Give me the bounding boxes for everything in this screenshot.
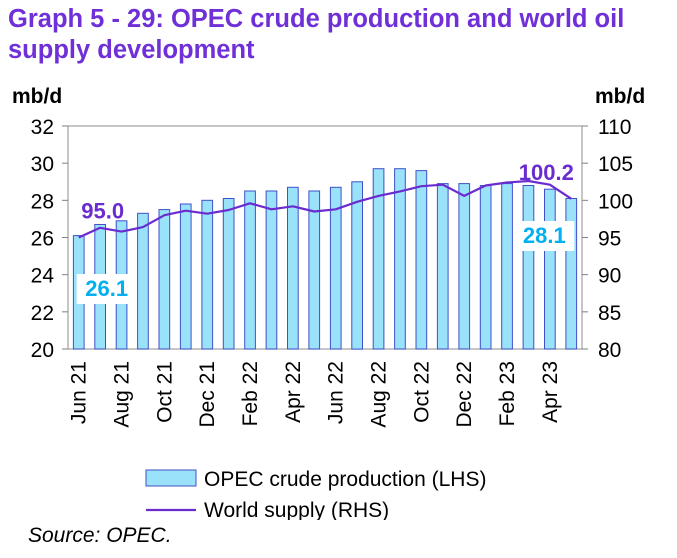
x-axis-tick-label: Jun 22 bbox=[325, 361, 348, 424]
x-axis-tick-label: Feb 22 bbox=[239, 361, 262, 426]
opec-data-label-background bbox=[514, 221, 575, 251]
opec-data-label-background bbox=[76, 274, 137, 304]
opec-production-bar bbox=[179, 203, 192, 350]
x-axis-tick-label: Dec 21 bbox=[196, 361, 219, 428]
chart: mb/d mb/d 20 22 24 26 28 30 32 80 85 90 95 100 105 11… bbox=[12, 85, 645, 520]
opec-production-bar bbox=[265, 190, 278, 350]
left-axis-tick-label: 32 bbox=[31, 116, 54, 139]
left-axis-tick-label: 24 bbox=[31, 265, 55, 288]
opec-production-bar bbox=[244, 190, 256, 350]
opec-production-bar bbox=[479, 185, 492, 350]
opec-production-bar bbox=[308, 190, 321, 350]
x-axis-tick-label: Aug 22 bbox=[368, 361, 391, 428]
opec-production-bar bbox=[501, 183, 513, 350]
x-axis-tick-label: Oct 22 bbox=[410, 361, 433, 423]
opec-production-bar bbox=[522, 185, 535, 350]
left-axis-tick-label: 26 bbox=[31, 228, 54, 251]
opec-production-bar bbox=[372, 168, 385, 350]
opec-production-bar bbox=[201, 199, 214, 350]
x-axis-tick-label: Oct 21 bbox=[153, 361, 176, 423]
opec-production-data-label: 28.1 bbox=[523, 223, 566, 248]
right-axis-tick-label: 90 bbox=[598, 265, 621, 288]
x-axis-tick-label: Jun 21 bbox=[68, 361, 91, 424]
x-axis-tick-label: Feb 23 bbox=[496, 361, 519, 426]
right-axis-tick-label: 85 bbox=[598, 302, 621, 325]
legend-label-world-supply: World supply (RHS) bbox=[204, 499, 389, 520]
right-axis-tick-label: 105 bbox=[598, 153, 633, 176]
left-axis-unit-label: mb/d bbox=[12, 85, 62, 108]
opec-production-bar bbox=[222, 198, 235, 350]
x-axis-tick-label: Apr 23 bbox=[539, 361, 562, 423]
legend-label-opec: OPEC crude production (LHS) bbox=[204, 468, 486, 491]
left-axis-tick-label: 22 bbox=[31, 302, 54, 325]
right-axis-tick-label: 80 bbox=[598, 339, 621, 362]
opec-production-bar bbox=[394, 168, 406, 350]
source-note: Source: OPEC. bbox=[28, 524, 172, 547]
opec-production-bar bbox=[137, 212, 149, 350]
opec-production-bar bbox=[351, 181, 363, 350]
x-axis-tick-label: Apr 22 bbox=[282, 361, 305, 423]
right-axis-tick-label: 100 bbox=[598, 190, 633, 213]
opec-production-bar bbox=[458, 183, 471, 350]
right-axis-unit-label: mb/d bbox=[595, 85, 645, 108]
x-axis-tick-label: Dec 22 bbox=[453, 361, 476, 428]
left-axis-tick-label: 30 bbox=[31, 153, 54, 176]
opec-production-bar bbox=[544, 188, 556, 350]
world-supply-data-label: 95.0 bbox=[81, 199, 124, 224]
world-supply-line bbox=[78, 179, 572, 239]
opec-production-bar bbox=[287, 186, 299, 350]
left-axis-tick-label: 20 bbox=[31, 339, 54, 362]
chart-title: Graph 5 - 29: OPEC crude production and … bbox=[8, 5, 625, 64]
opec-production-bar bbox=[158, 209, 171, 350]
opec-production-bar bbox=[415, 170, 428, 350]
right-axis-tick-label: 110 bbox=[598, 116, 631, 139]
opec-production-bar bbox=[436, 183, 449, 350]
right-axis-tick-label: 95 bbox=[598, 228, 621, 251]
opec-production-bar bbox=[329, 186, 342, 350]
x-axis-tick-label: Aug 21 bbox=[111, 361, 134, 428]
left-axis-tick-label: 28 bbox=[31, 190, 54, 213]
opec-production-data-label: 26.1 bbox=[85, 276, 128, 301]
world-supply-data-label: 100.2 bbox=[519, 160, 574, 185]
legend-bar-swatch bbox=[145, 469, 197, 487]
